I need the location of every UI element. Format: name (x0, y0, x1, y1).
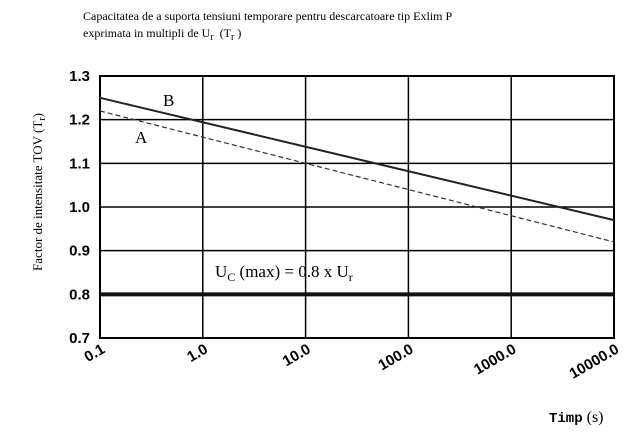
series-label: A (135, 128, 148, 147)
x-tick-label: 1.0 (184, 341, 211, 366)
annotation: UC (max) = 0.8 x Ur (215, 262, 353, 284)
series-label: B (163, 91, 174, 110)
x-tick-label: 100.0 (375, 341, 416, 374)
x-tick-label: 1000.0 (471, 341, 519, 379)
y-tick-label: 1.1 (69, 155, 90, 172)
chart-title: exprimata in multipli de Ur (Tr ) (83, 26, 241, 43)
series-line (99, 110, 615, 243)
y-tick-label: 1.0 (69, 199, 90, 216)
x-tick-label: 10.0 (280, 341, 314, 370)
y-tick-label: 0.9 (69, 243, 90, 260)
y-tick-label: 0.7 (69, 330, 90, 347)
y-tick-label: 1.2 (69, 112, 90, 129)
y-axis-label: Factor de intensitate TOV (Tr) (30, 113, 48, 271)
chart-title: Capacitatea de a suporta tensiuni tempor… (83, 9, 453, 23)
y-tick-label: 1.3 (69, 68, 90, 85)
y-tick-label: 0.8 (69, 286, 90, 303)
x-axis-label: Timp (s) (549, 409, 604, 427)
series-line (99, 96, 615, 222)
x-tick-label: 10000.0 (567, 341, 622, 383)
